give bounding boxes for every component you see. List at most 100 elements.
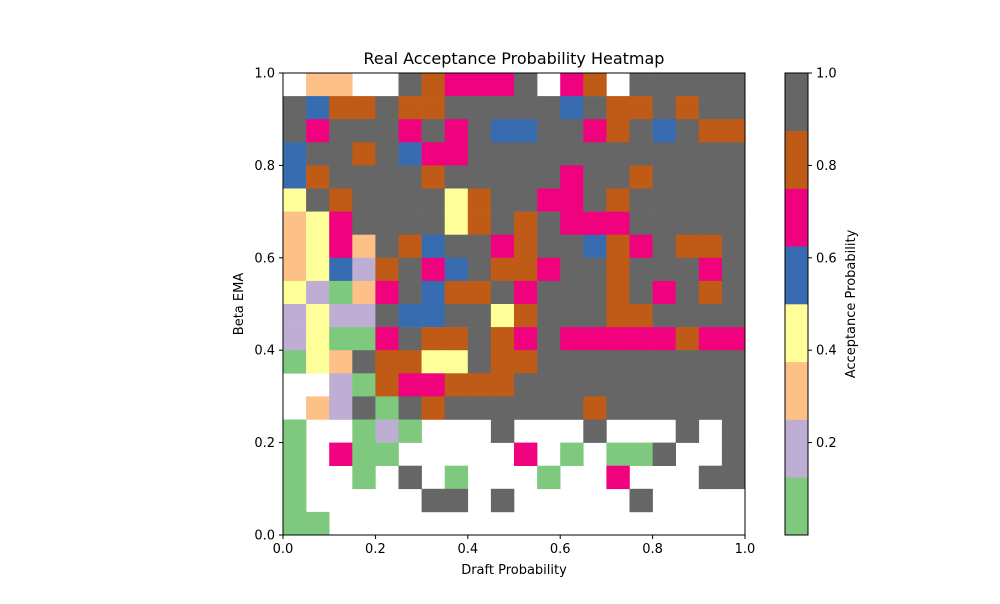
heatmap-cell	[444, 257, 469, 282]
heatmap-cell	[629, 304, 653, 328]
heatmap-cell	[629, 280, 653, 305]
heatmap-cell	[537, 465, 561, 490]
heatmap-cell	[306, 257, 330, 282]
heatmap-cell	[467, 373, 492, 397]
x-tick-label: 0.6	[550, 542, 571, 557]
heatmap-cell	[675, 327, 700, 351]
heatmap-cell	[560, 165, 584, 189]
colorbar-ticks: 0.2 0.4 0.6 0.8 1.0	[808, 67, 837, 451]
heatmap-cell	[398, 465, 422, 490]
heatmap-cell	[560, 119, 584, 143]
heatmap-cell	[444, 211, 469, 235]
heatmap-cell	[721, 419, 746, 443]
heatmap-cell	[698, 257, 723, 282]
heatmap-cell	[583, 396, 607, 420]
heatmap-cell	[652, 442, 676, 466]
heatmap-cell	[560, 304, 584, 328]
heatmap-cell	[398, 280, 422, 305]
heatmap-cell	[352, 188, 376, 212]
heatmap-cell	[629, 442, 653, 466]
x-axis-label: Draft Probability	[461, 563, 567, 578]
heatmap-cell	[490, 96, 515, 120]
heatmap-cell	[629, 165, 653, 189]
heatmap-cell	[721, 96, 746, 120]
heatmap-cell	[698, 327, 723, 351]
colorbar-tick-label: 1.0	[816, 67, 837, 82]
heatmap-cell	[467, 142, 492, 166]
heatmap-cell	[375, 165, 399, 189]
heatmap-cell	[490, 188, 515, 212]
heatmap-cell	[583, 211, 607, 235]
heatmap-cell	[583, 96, 607, 120]
heatmap-cell	[583, 234, 607, 259]
heatmap-cell	[421, 257, 445, 282]
colorbar-tick-label: 0.4	[816, 344, 837, 359]
heatmap-cell	[721, 188, 746, 212]
heatmap-cell	[698, 96, 723, 120]
heatmap-cell	[329, 396, 353, 420]
heatmap-cell	[444, 165, 469, 189]
heatmap-cell	[721, 327, 746, 351]
heatmap-cell	[514, 396, 538, 420]
heatmap-cell	[537, 234, 561, 259]
heatmap-cell	[560, 96, 584, 120]
heatmap-cell	[606, 350, 630, 374]
heatmap-cell	[352, 396, 376, 420]
heatmap-cell	[514, 188, 538, 212]
heatmap-cell	[629, 257, 653, 282]
heatmap-cell	[721, 396, 746, 420]
heatmap-cell	[652, 257, 676, 282]
heatmap-cell	[283, 119, 307, 143]
y-tick-label: 0.0	[254, 529, 275, 544]
heatmap-cell	[490, 142, 515, 166]
heatmap-cell	[652, 73, 676, 97]
heatmap-cell	[537, 280, 561, 305]
heatmap-cell	[306, 96, 330, 120]
x-tick-label: 1.0	[735, 542, 756, 557]
heatmap-cell	[352, 96, 376, 120]
heatmap-cell	[306, 119, 330, 143]
heatmap-cell	[283, 465, 307, 490]
heatmap-cell	[583, 257, 607, 282]
x-tick-label: 0.2	[365, 542, 386, 557]
y-tick-label: 0.6	[254, 251, 275, 266]
heatmap-cell	[652, 304, 676, 328]
heatmap-cell	[398, 234, 422, 259]
heatmap-cell	[629, 142, 653, 166]
heatmap-cell	[329, 257, 353, 282]
heatmap-cell	[490, 396, 515, 420]
heatmap-cell	[490, 327, 515, 351]
heatmap-cell	[352, 165, 376, 189]
heatmap-cell	[352, 373, 376, 397]
heatmap-cell	[514, 142, 538, 166]
heatmap-cell	[514, 96, 538, 120]
heatmap-cell	[398, 396, 422, 420]
colorbar-segment	[785, 73, 808, 132]
chart-title: Real Acceptance Probability Heatmap	[364, 49, 665, 68]
heatmap-cell	[467, 73, 492, 97]
heatmap-cell	[537, 142, 561, 166]
heatmap-cell	[306, 327, 330, 351]
heatmap-cell	[398, 165, 422, 189]
heatmap-cell	[583, 419, 607, 443]
heatmap-cell	[698, 373, 723, 397]
colorbar	[785, 73, 808, 536]
heatmap-cell	[329, 211, 353, 235]
heatmap-cell	[352, 280, 376, 305]
heatmap-cell	[398, 142, 422, 166]
heatmap-cell	[329, 234, 353, 259]
heatmap-cell	[306, 165, 330, 189]
heatmap-cell	[306, 280, 330, 305]
heatmap-cell	[514, 234, 538, 259]
heatmap-cell	[398, 419, 422, 443]
heatmap-cell	[398, 73, 422, 97]
heatmap-cell	[606, 304, 630, 328]
heatmap-cell	[490, 488, 515, 513]
heatmap-cell	[490, 350, 515, 374]
heatmap-cell	[467, 188, 492, 212]
heatmap-cell	[606, 119, 630, 143]
heatmap-cell	[352, 211, 376, 235]
heatmap-cell	[421, 142, 445, 166]
colorbar-tick-label: 0.8	[816, 159, 837, 174]
heatmap-cell	[306, 142, 330, 166]
